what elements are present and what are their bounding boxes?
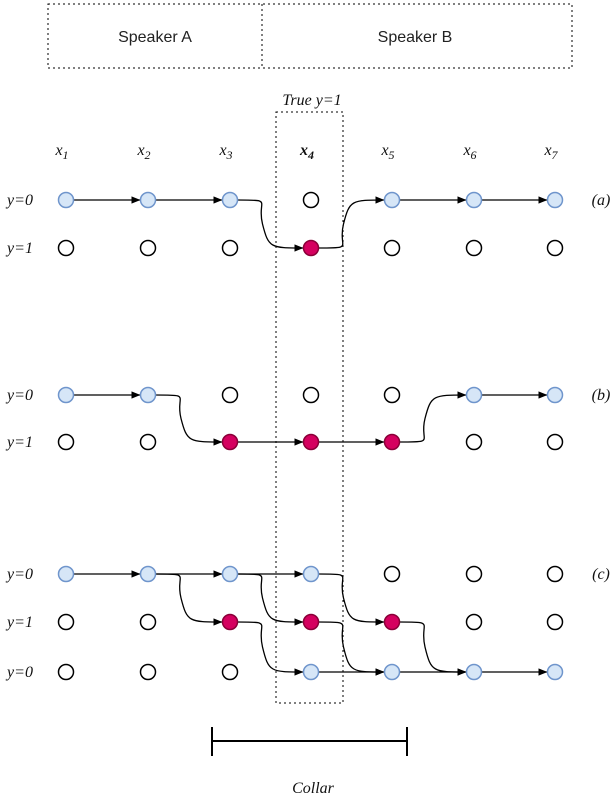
node bbox=[57, 663, 75, 681]
node bbox=[57, 191, 75, 209]
collar-bracket bbox=[211, 727, 408, 756]
node bbox=[546, 239, 564, 257]
node bbox=[546, 565, 564, 583]
column-index: 6 bbox=[471, 148, 477, 162]
column-label: x4 bbox=[299, 142, 314, 162]
collar-label: Collar bbox=[292, 780, 335, 796]
column-symbol: x bbox=[299, 142, 308, 159]
node bbox=[465, 239, 483, 257]
edge bbox=[399, 621, 467, 676]
node bbox=[57, 386, 75, 404]
panel-label: (b) bbox=[592, 387, 611, 404]
node bbox=[221, 386, 239, 404]
node bbox=[302, 433, 320, 451]
edge bbox=[318, 621, 385, 676]
edge bbox=[399, 391, 467, 443]
row-label: y=1 bbox=[5, 434, 33, 451]
column-label: x6 bbox=[462, 142, 476, 162]
node bbox=[221, 433, 239, 451]
speaker-label: Speaker B bbox=[378, 29, 453, 46]
node bbox=[465, 663, 483, 681]
column-index: 5 bbox=[389, 148, 395, 162]
node bbox=[302, 565, 320, 583]
column-index: 7 bbox=[552, 148, 559, 162]
column-index: 2 bbox=[145, 148, 151, 162]
edge bbox=[318, 196, 385, 249]
node bbox=[383, 613, 401, 631]
node bbox=[57, 565, 75, 583]
row-label: y=0 bbox=[5, 664, 33, 681]
node bbox=[546, 663, 564, 681]
speaker-label: Speaker A bbox=[118, 29, 192, 46]
edge bbox=[237, 199, 304, 252]
node bbox=[57, 613, 75, 631]
column-symbol: x bbox=[380, 142, 388, 159]
edge bbox=[237, 573, 304, 626]
node bbox=[383, 565, 401, 583]
node bbox=[302, 239, 320, 257]
node bbox=[546, 433, 564, 451]
column-label: x1 bbox=[54, 142, 68, 162]
column-label: x2 bbox=[136, 142, 150, 162]
node bbox=[383, 663, 401, 681]
node bbox=[221, 565, 239, 583]
node bbox=[383, 239, 401, 257]
true-label: True y=1 bbox=[282, 92, 341, 109]
row-label: y=0 bbox=[5, 387, 33, 404]
column-symbol: x bbox=[543, 142, 551, 159]
node bbox=[221, 613, 239, 631]
node bbox=[139, 191, 157, 209]
node bbox=[139, 239, 157, 257]
column-label: x7 bbox=[543, 142, 558, 162]
node bbox=[465, 565, 483, 583]
node bbox=[57, 239, 75, 257]
node bbox=[139, 613, 157, 631]
speaker-box bbox=[47, 3, 573, 69]
row-label: y=1 bbox=[5, 614, 33, 631]
column-symbol: x bbox=[218, 142, 226, 159]
column-label: x5 bbox=[380, 142, 394, 162]
node bbox=[139, 565, 157, 583]
node bbox=[302, 386, 320, 404]
node bbox=[139, 386, 157, 404]
node bbox=[139, 433, 157, 451]
edge bbox=[155, 573, 223, 626]
node bbox=[139, 663, 157, 681]
node bbox=[546, 386, 564, 404]
node bbox=[383, 191, 401, 209]
node bbox=[221, 191, 239, 209]
column-symbol: x bbox=[136, 142, 144, 159]
row-label: y=0 bbox=[5, 192, 33, 209]
node bbox=[302, 613, 320, 631]
node bbox=[383, 433, 401, 451]
edge bbox=[318, 573, 385, 626]
node bbox=[465, 613, 483, 631]
node bbox=[302, 663, 320, 681]
node bbox=[383, 386, 401, 404]
node bbox=[302, 191, 320, 209]
column-index: 1 bbox=[63, 148, 69, 162]
column-index: 3 bbox=[226, 148, 233, 162]
node bbox=[57, 433, 75, 451]
row-label: y=0 bbox=[5, 566, 33, 583]
column-symbol: x bbox=[54, 142, 62, 159]
edge bbox=[155, 394, 223, 446]
row-label: y=1 bbox=[5, 240, 33, 257]
column-index: 4 bbox=[307, 148, 314, 162]
node bbox=[221, 239, 239, 257]
column-label: x3 bbox=[218, 142, 232, 162]
node bbox=[221, 663, 239, 681]
node bbox=[546, 613, 564, 631]
node bbox=[546, 191, 564, 209]
node bbox=[465, 433, 483, 451]
collar-box bbox=[275, 111, 344, 704]
panel-label: (a) bbox=[592, 192, 611, 209]
panel-label: (c) bbox=[592, 566, 610, 583]
column-symbol: x bbox=[462, 142, 470, 159]
node bbox=[465, 386, 483, 404]
edge bbox=[237, 621, 304, 676]
node bbox=[465, 191, 483, 209]
